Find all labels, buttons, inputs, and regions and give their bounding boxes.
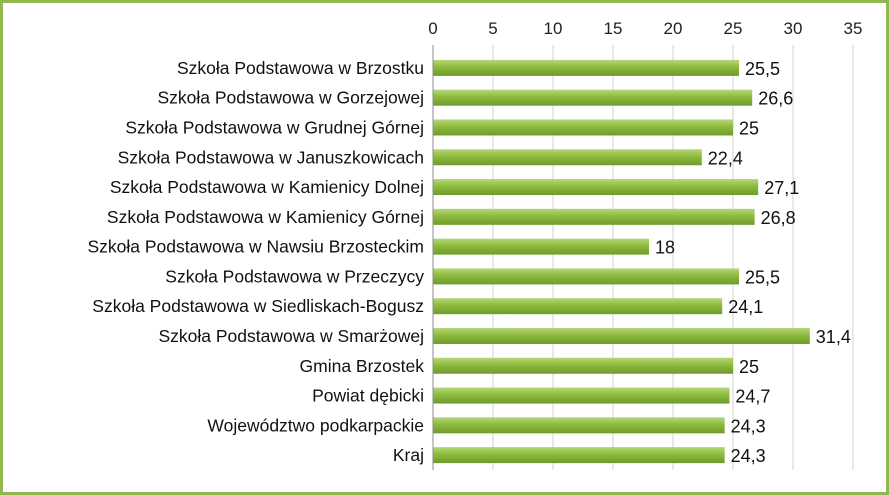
x-tick-label: 20 (664, 19, 683, 38)
category-label: Szkoła Podstawowa w Kamienicy Dolnej (110, 177, 424, 197)
bar (433, 268, 739, 285)
bar (433, 119, 733, 136)
bar (433, 179, 759, 196)
x-tick-label: 15 (604, 19, 623, 38)
bar (433, 59, 739, 76)
category-label: Szkoła Podstawowa w Kamienicy Górnej (107, 207, 424, 227)
category-label: Szkoła Podstawowa w Przeczycy (165, 266, 424, 286)
category-label: Gmina Brzostek (300, 356, 425, 376)
category-label: Szkoła Podstawowa w Smarżowej (158, 326, 424, 346)
data-label: 25 (739, 357, 759, 377)
category-label: Powiat dębicki (312, 386, 424, 406)
bar (433, 89, 753, 106)
bar (433, 357, 733, 374)
category-label: Szkoła Podstawowa w Januszkowicach (118, 147, 424, 167)
data-label: 25,5 (745, 59, 780, 79)
bars (433, 59, 810, 464)
category-label: Szkoła Podstawowa w Gorzejowej (157, 88, 424, 108)
data-label: 24,3 (731, 416, 766, 436)
bar (433, 208, 755, 225)
data-label: 26,8 (761, 208, 796, 228)
x-tick-label: 0 (428, 19, 437, 38)
bar (433, 387, 730, 404)
x-tick-label: 10 (544, 19, 563, 38)
bar (433, 417, 725, 434)
category-label: Szkoła Podstawowa w Brzostku (177, 58, 424, 78)
x-tick-label: 5 (488, 19, 497, 38)
category-label: Województwo podkarpackie (207, 415, 424, 435)
data-label: 26,6 (758, 89, 793, 109)
category-label: Szkoła Podstawowa w Nawsiu Brzosteckim (87, 237, 424, 257)
category-label: Szkoła Podstawowa w Siedliskach-Bogusz (92, 296, 424, 316)
x-tick-label: 25 (724, 19, 743, 38)
data-label: 22,4 (708, 148, 743, 168)
data-label: 24,3 (731, 446, 766, 466)
category-label: Szkoła Podstawowa w Grudnej Górnej (125, 117, 424, 137)
data-label: 24,7 (735, 387, 770, 407)
x-axis-tick-labels: 0 5 10 15 20 25 30 35 (428, 19, 862, 38)
bar (433, 327, 810, 344)
data-label: 18 (655, 238, 675, 258)
bar (433, 447, 725, 464)
bar (433, 238, 649, 255)
data-label: 27,1 (764, 178, 799, 198)
data-label: 24,1 (728, 297, 763, 317)
category-labels: Szkoła Podstawowa w Brzostku Szkoła Podst… (87, 58, 424, 465)
data-label: 25,5 (745, 267, 780, 287)
bar (433, 149, 702, 166)
bar (433, 298, 723, 315)
value-labels: 25,5 26,6 25 22,4 27,1 26,8 18 25,5 24,1 31,4 25 24… (655, 59, 851, 466)
x-tick-label: 35 (844, 19, 863, 38)
x-tick-label: 30 (784, 19, 803, 38)
data-label: 25 (739, 118, 759, 138)
category-label: Kraj (393, 445, 424, 465)
data-label: 31,4 (816, 327, 851, 347)
